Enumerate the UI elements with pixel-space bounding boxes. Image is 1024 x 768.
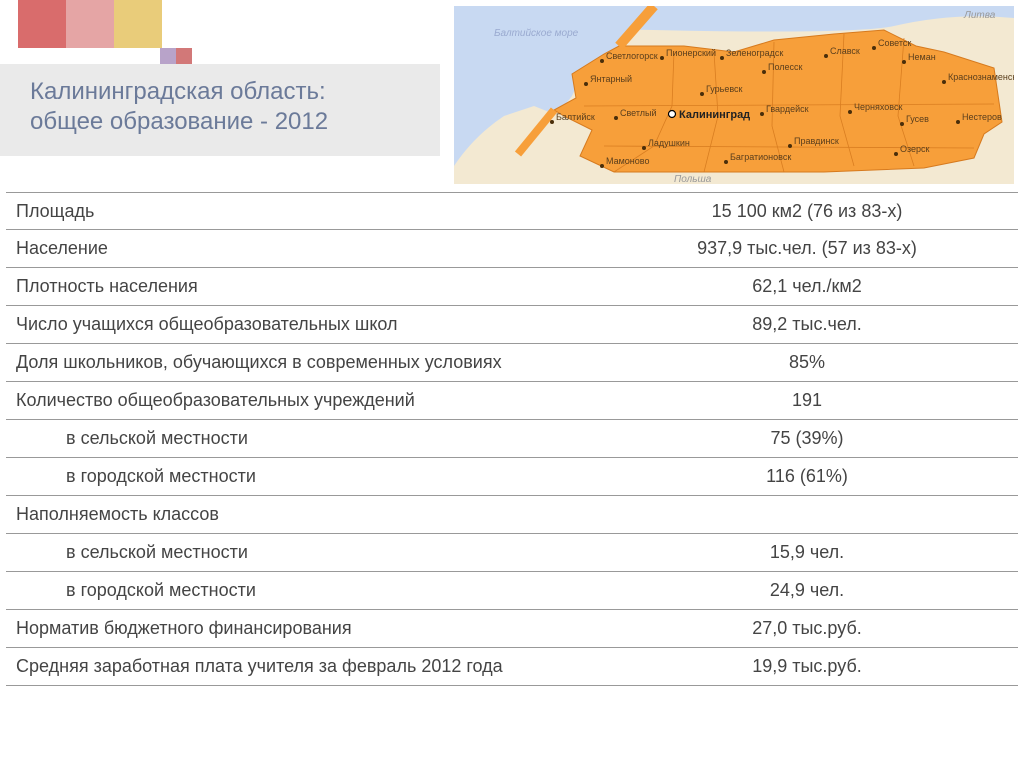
region-map: Балтийское море Литва Польша Калининград… bbox=[454, 6, 1014, 184]
row-value: 191 bbox=[596, 384, 1018, 417]
city-dot bbox=[642, 146, 646, 150]
city-dot bbox=[600, 164, 604, 168]
city-dot bbox=[614, 116, 618, 120]
row-value: 62,1 чел./км2 bbox=[596, 270, 1018, 303]
city-label: Светлогорск bbox=[606, 51, 658, 61]
decorative-squares-small bbox=[160, 48, 192, 64]
row-value: 24,9 чел. bbox=[596, 574, 1018, 607]
city-dot bbox=[724, 160, 728, 164]
table-row: Плотность населения62,1 чел./км2 bbox=[6, 268, 1018, 306]
city-dot bbox=[788, 144, 792, 148]
square-1 bbox=[18, 0, 66, 48]
city-dot bbox=[762, 70, 766, 74]
city-label: Нестеров bbox=[962, 112, 1002, 122]
row-label: в сельской местности bbox=[6, 422, 596, 455]
row-label: Наполняемость классов bbox=[6, 498, 596, 531]
row-value: 85% bbox=[596, 346, 1018, 379]
row-label: Число учащихся общеобразовательных школ bbox=[6, 308, 596, 341]
city-label: Краснознаменск bbox=[948, 72, 1014, 82]
country-north-label: Литва bbox=[963, 10, 996, 21]
city-label: Ладушкин bbox=[648, 138, 690, 148]
city-dot bbox=[600, 59, 604, 63]
table-row: Средняя заработная плата учителя за февр… bbox=[6, 648, 1018, 686]
city-dot bbox=[848, 110, 852, 114]
city-label: Гурьевск bbox=[706, 84, 743, 94]
city-label: Багратионовск bbox=[730, 152, 791, 162]
row-label: в городской местности bbox=[6, 460, 596, 493]
row-value: 937,9 тыс.чел. (57 из 83-х) bbox=[596, 232, 1018, 265]
city-label: Светлый bbox=[620, 108, 657, 118]
city-label: Черняховск bbox=[854, 102, 902, 112]
table-row: в сельской местности15,9 чел. bbox=[6, 534, 1018, 572]
row-value: 15,9 чел. bbox=[596, 536, 1018, 569]
stats-table: Площадь15 100 км2 (76 из 83-х)Население9… bbox=[6, 192, 1018, 686]
capital-label: Калининград bbox=[679, 109, 750, 121]
row-label: в сельской местности bbox=[6, 536, 596, 569]
city-label: Озерск bbox=[900, 144, 930, 154]
small-square-2 bbox=[176, 48, 192, 64]
table-row: Количество общеобразовательных учреждени… bbox=[6, 382, 1018, 420]
decorative-squares-top bbox=[18, 0, 162, 48]
city-label: Мамоново bbox=[606, 156, 649, 166]
table-row: в городской местности24,9 чел. bbox=[6, 572, 1018, 610]
city-label: Пионерский bbox=[666, 48, 716, 58]
city-dot bbox=[872, 46, 876, 50]
city-label: Правдинск bbox=[794, 136, 839, 146]
city-dot bbox=[584, 82, 588, 86]
city-label: Зеленоградск bbox=[726, 48, 783, 58]
city-dot bbox=[894, 152, 898, 156]
city-dot bbox=[956, 120, 960, 124]
city-dot bbox=[700, 92, 704, 96]
table-row: Норматив бюджетного финансирования27,0 т… bbox=[6, 610, 1018, 648]
row-label: в городской местности bbox=[6, 574, 596, 607]
row-label: Население bbox=[6, 232, 596, 265]
table-row: Число учащихся общеобразовательных школ8… bbox=[6, 306, 1018, 344]
row-label: Количество общеобразовательных учреждени… bbox=[6, 384, 596, 417]
city-dot bbox=[902, 60, 906, 64]
title-line-2: общее образование - 2012 bbox=[30, 108, 416, 136]
table-row: Доля школьников, обучающихся в современн… bbox=[6, 344, 1018, 382]
row-label: Плотность населения bbox=[6, 270, 596, 303]
city-label: Полесск bbox=[768, 62, 803, 72]
row-label: Средняя заработная плата учителя за февр… bbox=[6, 650, 596, 683]
row-label: Доля школьников, обучающихся в современн… bbox=[6, 346, 596, 379]
row-value: 19,9 тыс.руб. bbox=[596, 650, 1018, 683]
row-value: 75 (39%) bbox=[596, 422, 1018, 455]
city-label: Гвардейск bbox=[766, 104, 809, 114]
city-label: Балтийск bbox=[556, 112, 595, 122]
city-dot bbox=[942, 80, 946, 84]
city-dot bbox=[720, 56, 724, 60]
table-row: Население937,9 тыс.чел. (57 из 83-х) bbox=[6, 230, 1018, 268]
row-value: 116 (61%) bbox=[596, 460, 1018, 493]
city-label: Гусев bbox=[906, 114, 929, 124]
row-value: 27,0 тыс.руб. bbox=[596, 612, 1018, 645]
row-value: 15 100 км2 (76 из 83-х) bbox=[596, 195, 1018, 228]
city-dot bbox=[900, 122, 904, 126]
city-dot bbox=[550, 120, 554, 124]
square-3 bbox=[114, 0, 162, 48]
city-label: Янтарный bbox=[590, 74, 632, 84]
city-label: Славск bbox=[830, 46, 860, 56]
title-band: Калининградская область: общее образован… bbox=[0, 64, 440, 156]
square-2 bbox=[66, 0, 114, 48]
table-row: в сельской местности75 (39%) bbox=[6, 420, 1018, 458]
row-label: Площадь bbox=[6, 195, 596, 228]
city-label: Советск bbox=[878, 38, 911, 48]
title-line-1: Калининградская область: bbox=[30, 78, 416, 106]
city-dot bbox=[660, 56, 664, 60]
country-south-label: Польша bbox=[674, 174, 712, 184]
city-label: Неман bbox=[908, 52, 936, 62]
city-dot bbox=[760, 112, 764, 116]
table-row: Наполняемость классов bbox=[6, 496, 1018, 534]
table-row: Площадь15 100 км2 (76 из 83-х) bbox=[6, 192, 1018, 230]
sea-label: Балтийское море bbox=[494, 28, 579, 39]
row-label: Норматив бюджетного финансирования bbox=[6, 612, 596, 645]
row-value: 89,2 тыс.чел. bbox=[596, 308, 1018, 341]
small-square-1 bbox=[160, 48, 176, 64]
table-row: в городской местности116 (61%) bbox=[6, 458, 1018, 496]
city-dot bbox=[824, 54, 828, 58]
row-value bbox=[596, 509, 1018, 521]
